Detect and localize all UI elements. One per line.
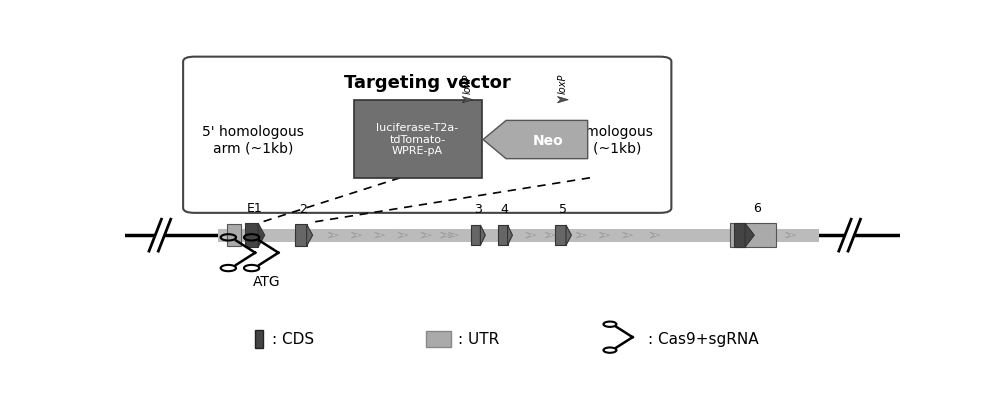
- FancyBboxPatch shape: [183, 57, 671, 214]
- Bar: [498, 225, 508, 246]
- Bar: [354, 100, 482, 178]
- Polygon shape: [508, 225, 512, 246]
- Polygon shape: [480, 225, 485, 246]
- Polygon shape: [421, 233, 431, 238]
- Polygon shape: [557, 97, 568, 104]
- Bar: [295, 225, 307, 246]
- Bar: [245, 224, 258, 247]
- Bar: [227, 225, 241, 246]
- Bar: [218, 229, 819, 242]
- Polygon shape: [307, 225, 313, 246]
- Bar: [426, 331, 450, 347]
- Polygon shape: [328, 233, 338, 238]
- Text: 5' homologous
arm (~1kb): 5' homologous arm (~1kb): [202, 125, 304, 155]
- Polygon shape: [440, 233, 450, 238]
- Text: 3: 3: [474, 203, 482, 216]
- Polygon shape: [766, 233, 776, 238]
- Text: luciferase-T2a-
tdTomato-
WPRE-pA: luciferase-T2a- tdTomato- WPRE-pA: [376, 123, 459, 156]
- Polygon shape: [599, 233, 609, 238]
- Polygon shape: [375, 233, 385, 238]
- Text: : Cas9+sgRNA: : Cas9+sgRNA: [648, 332, 759, 347]
- Polygon shape: [351, 233, 361, 238]
- Text: ATG: ATG: [253, 274, 281, 288]
- Polygon shape: [398, 233, 408, 238]
- Polygon shape: [526, 233, 536, 238]
- Bar: [555, 225, 566, 246]
- Bar: [730, 224, 776, 247]
- Text: 5: 5: [559, 203, 567, 216]
- Polygon shape: [448, 233, 458, 238]
- Polygon shape: [566, 225, 571, 246]
- Polygon shape: [576, 233, 586, 238]
- Text: : UTR: : UTR: [458, 332, 500, 347]
- Polygon shape: [483, 121, 588, 159]
- Text: Neo: Neo: [533, 133, 563, 147]
- Text: 6: 6: [753, 201, 761, 214]
- Polygon shape: [623, 233, 633, 238]
- Polygon shape: [745, 224, 754, 247]
- Bar: [471, 225, 480, 246]
- Text: 3' homologous
arm (~1kb): 3' homologous arm (~1kb): [551, 125, 653, 155]
- Polygon shape: [785, 233, 795, 238]
- Text: : CDS: : CDS: [272, 332, 314, 347]
- Text: loxP: loxP: [463, 73, 473, 93]
- Bar: [255, 330, 263, 348]
- Text: loxP: loxP: [558, 73, 568, 93]
- Bar: [734, 224, 745, 247]
- Polygon shape: [650, 233, 660, 238]
- Polygon shape: [258, 224, 265, 247]
- Polygon shape: [545, 233, 555, 238]
- Text: 2: 2: [299, 202, 307, 215]
- Text: Targeting vector: Targeting vector: [344, 74, 511, 91]
- Text: 4: 4: [501, 203, 509, 216]
- Text: E1: E1: [247, 201, 262, 214]
- Polygon shape: [462, 97, 473, 104]
